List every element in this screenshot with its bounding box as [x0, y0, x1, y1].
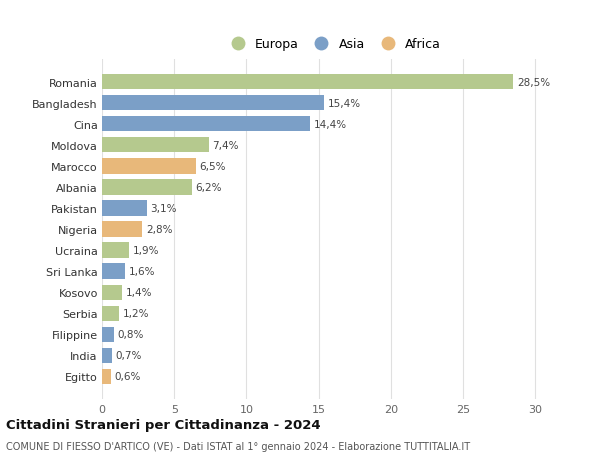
Legend: Europa, Asia, Africa: Europa, Asia, Africa	[223, 35, 443, 53]
Text: 2,8%: 2,8%	[146, 224, 173, 235]
Bar	[102, 285, 122, 300]
Bar	[102, 327, 113, 342]
Text: 28,5%: 28,5%	[517, 78, 550, 88]
Text: 0,6%: 0,6%	[114, 371, 140, 381]
Text: 0,7%: 0,7%	[116, 350, 142, 360]
Text: COMUNE DI FIESSO D'ARTICO (VE) - Dati ISTAT al 1° gennaio 2024 - Elaborazione TU: COMUNE DI FIESSO D'ARTICO (VE) - Dati IS…	[6, 441, 470, 451]
Bar	[102, 117, 310, 132]
Bar	[102, 138, 209, 153]
Text: 1,6%: 1,6%	[129, 267, 155, 276]
Bar	[102, 264, 125, 279]
Bar	[102, 201, 147, 216]
Text: Cittadini Stranieri per Cittadinanza - 2024: Cittadini Stranieri per Cittadinanza - 2…	[6, 418, 320, 431]
Text: 6,2%: 6,2%	[195, 183, 221, 192]
Bar	[102, 159, 196, 174]
Bar	[102, 348, 112, 363]
Bar	[102, 180, 191, 195]
Text: 1,2%: 1,2%	[123, 308, 149, 319]
Text: 3,1%: 3,1%	[151, 203, 177, 213]
Bar	[102, 222, 142, 237]
Text: 7,4%: 7,4%	[212, 140, 239, 151]
Text: 15,4%: 15,4%	[328, 99, 361, 109]
Bar	[102, 96, 325, 111]
Bar	[102, 75, 514, 90]
Text: 1,9%: 1,9%	[133, 246, 160, 256]
Text: 1,4%: 1,4%	[126, 287, 152, 297]
Text: 14,4%: 14,4%	[314, 120, 347, 129]
Bar	[102, 306, 119, 321]
Bar	[102, 243, 130, 258]
Bar	[102, 369, 110, 384]
Text: 0,8%: 0,8%	[117, 330, 143, 339]
Text: 6,5%: 6,5%	[199, 162, 226, 172]
